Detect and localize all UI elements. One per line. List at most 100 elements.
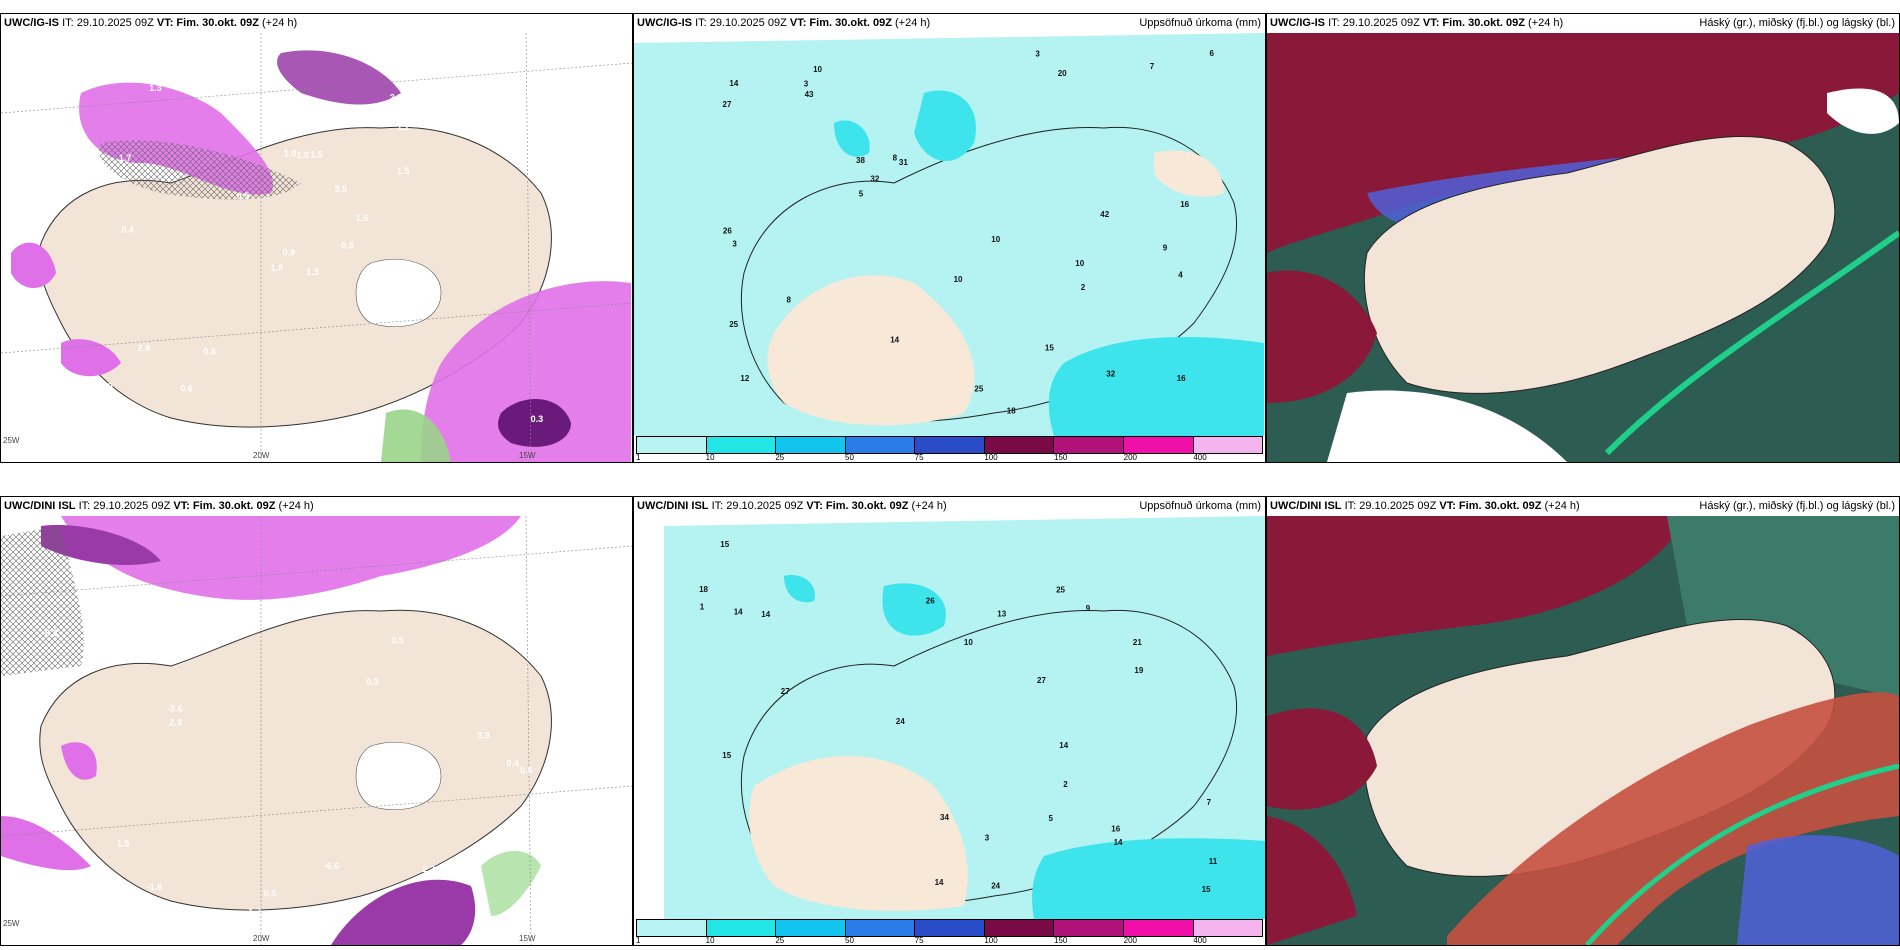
snow-wind-map: 0.3 0.60.30.50.91.72.52.30.70.60.40.80.51… <box>1 516 632 945</box>
map-value-label: 3 <box>1035 50 1040 59</box>
field-title: Uppsöfnuð úrkoma (mm) <box>1139 500 1261 512</box>
panel-title: UWC/IG-IS IT: 29.10.2025 09Z VT: Fim. 30… <box>1267 14 1899 33</box>
legend-colorbar <box>636 919 1263 937</box>
init-time: IT: 29.10.2025 09Z <box>78 500 171 512</box>
cloud-map <box>1267 516 1899 945</box>
legend-swatch <box>706 437 777 453</box>
cloud-mid-north <box>1267 516 1687 656</box>
snow-area-north <box>61 516 521 600</box>
precip-labels: 1014182114262425271516131414119753213427… <box>699 540 1218 894</box>
legend-tick-label: 75 <box>914 453 924 462</box>
map-value-label: 16 <box>1180 200 1189 209</box>
map-value-label: 27 <box>1037 676 1046 685</box>
map-value-label: 10 <box>964 638 973 647</box>
map-value-label: 13 <box>997 609 1006 618</box>
map-value-label: 1.3 <box>306 267 319 277</box>
snow-wind-map: 1.3 1.7 0.9 1.9 1.6 0.8 2.8 1.5 1.2 0.5 1.3 0.3 0.4 0… <box>1 33 632 462</box>
map-value-label: 1 <box>700 603 705 612</box>
map-value-label: 14 <box>935 878 944 887</box>
map-value-label: 10 <box>991 235 1000 244</box>
map-value-label: 42 <box>1100 210 1109 219</box>
map-value-label: 1.7 <box>119 153 132 163</box>
legend-swatch <box>1123 920 1194 936</box>
panel-top-middle: UWC/IG-IS IT: 29.10.2025 09Z VT: Fim. 30… <box>633 13 1266 463</box>
legend-swatch <box>845 437 916 453</box>
map-value-label: 16 <box>1111 824 1120 833</box>
legend-tick-label: 1 <box>636 453 641 462</box>
map-value-label: 43 <box>805 90 814 99</box>
legend-swatch <box>1193 920 1263 936</box>
map-value-label: 0.9 <box>283 247 296 257</box>
init-time: IT: 29.10.2025 09Z <box>62 17 154 29</box>
map-value-label: -1.1 <box>453 871 469 881</box>
map-value-label: 26 <box>723 227 732 236</box>
lead-time: (+24 h) <box>1544 500 1580 512</box>
map-value-label: 5 <box>1049 814 1054 823</box>
map-value-label: 14 <box>1059 741 1068 750</box>
rain-area-se <box>481 851 541 916</box>
legend-tick-label: 75 <box>914 936 924 945</box>
green-edge-se <box>1604 230 1899 456</box>
panel-bottom-left: UWC/DINI ISL IT: 29.10.2025 09Z VT: Fim.… <box>0 496 633 946</box>
legend-swatch <box>706 920 777 936</box>
panel-title: UWC/IG-IS IT: 29.10.2025 09Z VT: Fim. 30… <box>1 14 632 33</box>
panel-title: UWC/DINI ISL IT: 29.10.2025 09Z VT: Fim.… <box>1 497 632 516</box>
iceland-land <box>39 609 552 911</box>
valid-time: VT: Fim. 30.okt. 09Z <box>156 17 259 29</box>
precip-legend: 1 10 25 50 75 100 150 200 400 <box>634 436 1265 462</box>
legend-swatch <box>1054 437 1124 453</box>
map-value-label: 0.8 <box>165 596 178 606</box>
map-value-label: 10 <box>813 65 822 74</box>
precip-mid-north2 <box>834 120 870 157</box>
map-value-label: 14 <box>729 79 738 88</box>
map-value-label: 21 <box>1133 638 1142 647</box>
legend-tick-label: 10 <box>705 936 715 945</box>
map-value-label: 15 <box>1045 344 1054 353</box>
map-value-label: 3.9 <box>477 731 490 741</box>
model-name: UWC/IG-IS <box>637 17 692 29</box>
green-edge-se <box>1585 763 1899 945</box>
map-value-label: 0.3 <box>366 677 379 687</box>
map-value-label: 2.5 <box>367 766 380 776</box>
map-value-label: 0.4 <box>507 759 520 769</box>
snow-depth-labels: 0.3 0.60.30.50.91.72.52.30.70.60.40.80.51… <box>33 585 532 918</box>
map-value-label: 2.3 <box>169 717 182 727</box>
legend-tick-label: 100 <box>984 936 998 945</box>
model-name: UWC/DINI ISL <box>4 500 76 512</box>
legend-tick-label: 25 <box>775 936 785 945</box>
field-title: Háský (gr.), miðský (fj.bl.) og lágský (… <box>1699 17 1895 29</box>
legend-tick-label: 50 <box>845 936 854 945</box>
map-value-label: -2.6 <box>167 704 183 714</box>
legend-tick-label: 200 <box>1123 453 1138 462</box>
lead-time: (+24 h) <box>1528 17 1564 29</box>
precip-labels: 1091210313225203818272614161416101088675… <box>723 49 1215 416</box>
model-name: UWC/DINI ISL <box>1270 500 1342 512</box>
precip-legend: 1 10 25 50 75 100 150 200 400 <box>634 919 1265 945</box>
map-value-label: 3 <box>804 80 809 89</box>
map-value-label: 0.3 <box>45 628 58 638</box>
map-value-label: 2 <box>1081 283 1086 292</box>
map-value-label: 12 <box>740 374 749 383</box>
map-value-label: 2.8 <box>390 93 403 103</box>
legend-tick-label: 10 <box>705 453 715 462</box>
legend-tick-label: 400 <box>1193 453 1207 462</box>
legend-swatch <box>984 920 1055 936</box>
map-value-label: 14 <box>890 335 899 344</box>
precip-map: 1091210313225203818272614161416101088675… <box>634 33 1265 436</box>
map-value-label: 8 <box>893 153 898 162</box>
map-value-label: 1.7 <box>248 907 261 917</box>
legend-tick-label: 400 <box>1193 936 1207 945</box>
panel-top-left: UWC/IG-IS IT: 29.10.2025 09Z VT: Fim. 30… <box>0 13 633 463</box>
precip-mid-north <box>882 583 946 636</box>
map-value-label: 18 <box>1007 407 1016 416</box>
map-value-label: 7 <box>1207 798 1212 807</box>
legend-tick-label: 150 <box>1054 453 1068 462</box>
map-value-label: 34 <box>940 813 949 822</box>
map-value-label: 25 <box>974 384 983 393</box>
map-value-label: 14 <box>734 607 743 616</box>
snow-area-west2 <box>61 339 121 377</box>
legend-swatch <box>776 920 846 936</box>
cloud-red-band <box>1447 692 1899 945</box>
map-value-label: 2.2 <box>422 864 435 874</box>
map-value-label: 0.5 <box>237 191 250 201</box>
